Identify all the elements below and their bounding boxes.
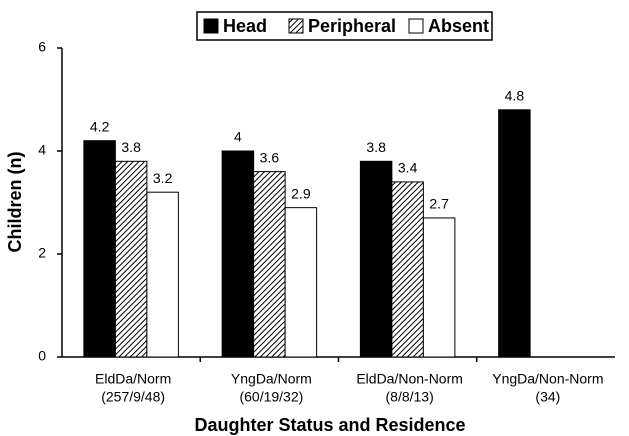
x-axis-label: Daughter Status and Residence bbox=[194, 415, 465, 435]
value-label: 2.7 bbox=[429, 196, 449, 212]
x-tick-label: YngDa/Norm bbox=[231, 371, 312, 387]
legend-label: Absent bbox=[428, 16, 489, 36]
bar bbox=[422, 217, 456, 358]
x-tick-label: EldDa/Non-Norm bbox=[356, 371, 463, 387]
legend-swatch bbox=[288, 18, 304, 34]
bar bbox=[146, 191, 179, 358]
value-label: 4.2 bbox=[90, 118, 110, 134]
legend-box bbox=[196, 11, 493, 41]
legend-swatch bbox=[203, 18, 219, 34]
y-tick-label: 2 bbox=[38, 245, 46, 261]
x-tick-label: YngDa/Non-Norm bbox=[492, 371, 603, 387]
value-label: 3.4 bbox=[398, 160, 418, 176]
bar bbox=[83, 140, 116, 358]
value-label: 3.8 bbox=[366, 139, 386, 155]
value-label: 3.6 bbox=[260, 149, 280, 165]
legend-label: Peripheral bbox=[308, 16, 396, 36]
y-axis-label: Children (n) bbox=[5, 152, 25, 253]
legend-swatch bbox=[408, 18, 424, 34]
bar bbox=[391, 181, 424, 358]
value-label: 4.8 bbox=[505, 88, 525, 104]
y-tick-label: 6 bbox=[38, 39, 46, 55]
value-label: 3.8 bbox=[121, 139, 141, 155]
bar bbox=[114, 160, 148, 358]
x-tick-label: EldDa/Norm bbox=[95, 371, 171, 387]
legend-label: Head bbox=[223, 16, 267, 36]
x-tick-label: (8/8/13) bbox=[386, 389, 434, 405]
bar bbox=[221, 150, 255, 358]
value-label: 4 bbox=[234, 129, 242, 145]
y-tick-label: 4 bbox=[38, 142, 46, 158]
x-tick-label: (257/9/48) bbox=[101, 389, 165, 405]
bar bbox=[284, 207, 318, 358]
bar bbox=[253, 171, 286, 358]
x-tick-label: (34) bbox=[535, 389, 560, 405]
bar bbox=[359, 160, 393, 358]
value-label: 2.9 bbox=[291, 185, 311, 201]
y-tick-label: 0 bbox=[38, 348, 46, 364]
value-label: 3.2 bbox=[153, 170, 173, 186]
x-tick-label: (60/19/32) bbox=[239, 389, 303, 405]
bar bbox=[498, 109, 531, 358]
